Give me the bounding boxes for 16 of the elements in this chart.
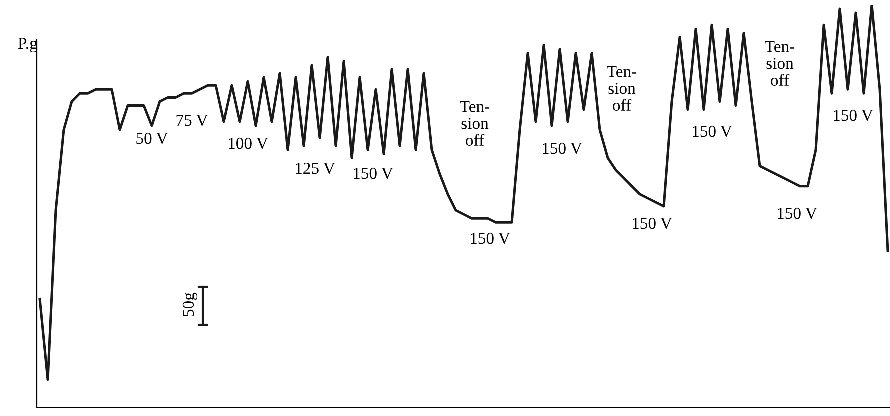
annotation: 50g — [182, 292, 198, 317]
annotation: Ten- sion off — [607, 66, 637, 112]
annotation: 150 V — [633, 218, 672, 230]
y-axis-title: P.g — [18, 38, 38, 53]
annotation: 150 V — [834, 110, 874, 122]
annotation: 150 V — [471, 232, 510, 244]
annotation: 50 V — [136, 132, 168, 144]
annotation: 150 V — [778, 208, 818, 220]
annotation: 150 V — [693, 126, 732, 138]
annotation: Ten- sion off — [460, 101, 490, 146]
annotation: Ten- sion off — [765, 41, 795, 86]
annotation: 75 V — [176, 115, 208, 126]
annotation: 150 V — [543, 142, 582, 154]
annotation: 150 V — [354, 168, 394, 180]
annotation: 125 V — [296, 162, 336, 174]
annotation: 100 V — [229, 138, 268, 150]
